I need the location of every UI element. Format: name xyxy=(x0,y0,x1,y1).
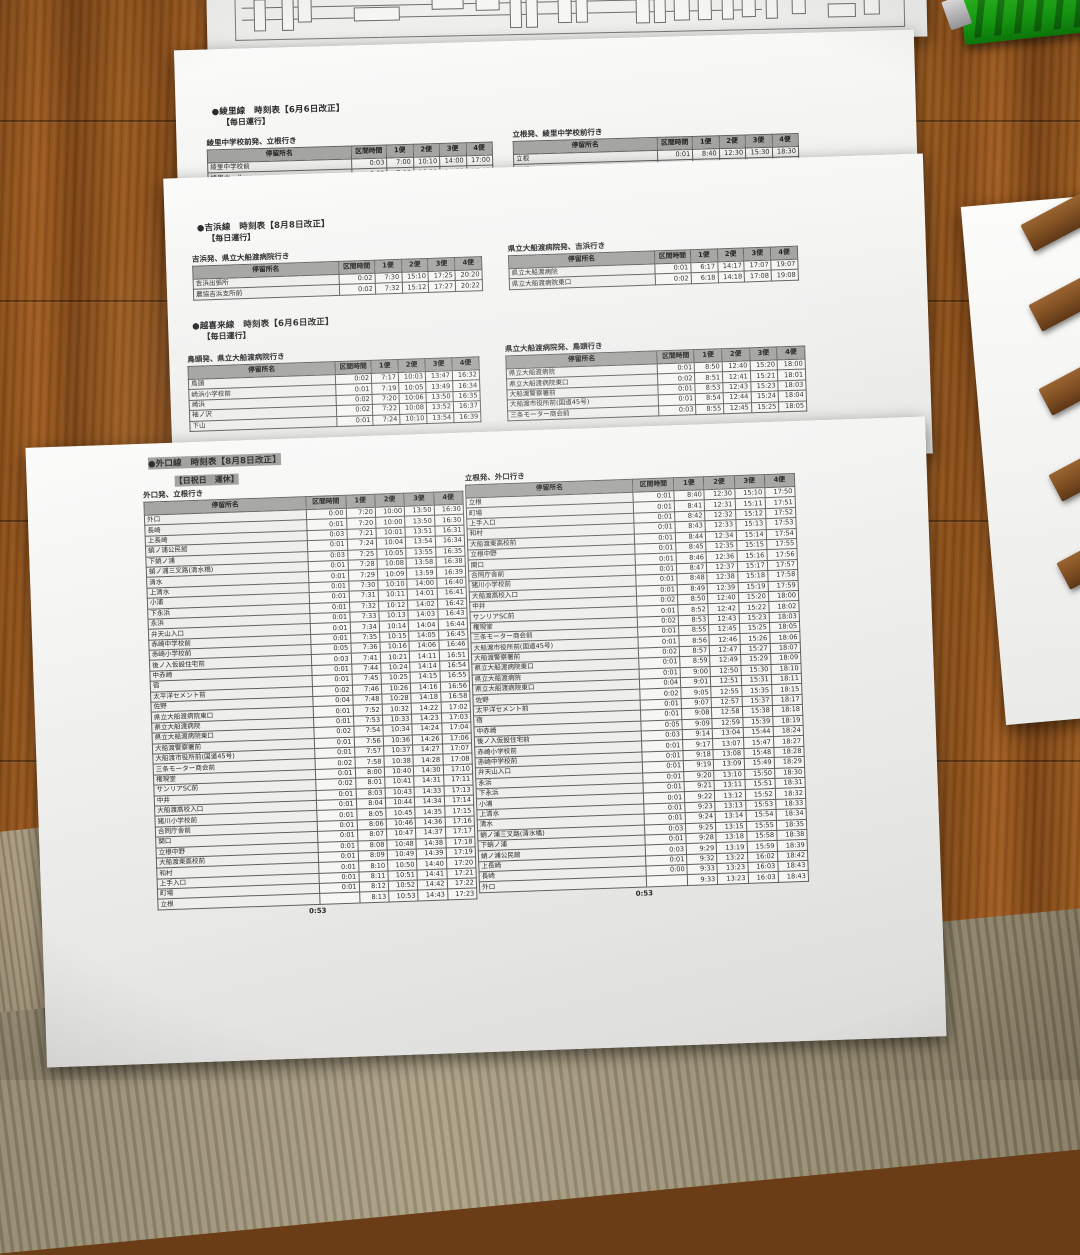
cell-time-trip-3: 14:00 xyxy=(439,155,467,167)
cell-time-trip-2: 10:53 xyxy=(388,890,419,902)
cell-time-trip-1: 8:40 xyxy=(692,148,720,160)
cell-time-trip-4: 20:22 xyxy=(455,280,483,292)
cell-time-trip-1: 9:33 xyxy=(687,873,718,886)
cell-interval: 0:01 xyxy=(336,414,374,427)
cell-time-trip-4: 18:05 xyxy=(778,400,807,412)
col-header-trip-1: 1便 xyxy=(673,476,705,491)
col-header-trip-1: 1便 xyxy=(371,359,399,374)
col-header-interval: 区間時間 xyxy=(656,349,695,364)
col-header-trip-2: 2便 xyxy=(721,347,750,362)
okirai-inbound-table: 停留所名 区間時間 1便 2便 3便 4便 県立大船渡病院 0:01 8:50 12:40 15:2… xyxy=(505,345,808,422)
col-header-trip-2: 2便 xyxy=(401,258,429,273)
cell-time-trip-3: 15:30 xyxy=(745,147,773,159)
col-header-trip-4: 4便 xyxy=(770,246,798,261)
col-header-trip-1: 1便 xyxy=(386,144,414,158)
col-header-trip-4: 4便 xyxy=(764,473,795,488)
col-header-interval: 区間時間 xyxy=(350,144,387,159)
col-header-trip-3: 3便 xyxy=(427,257,456,272)
col-header-trip-1: 1便 xyxy=(694,348,723,363)
cell-time-trip-2: 10:10 xyxy=(413,156,440,168)
sotoguchi-line-title: ●外口線 時刻表【8月8日改正】 xyxy=(147,452,282,470)
col-header-interval: 区間時間 xyxy=(656,136,693,151)
cell-time-trip-1: 8:55 xyxy=(695,403,724,415)
cell-time-trip-4: 17:00 xyxy=(466,155,493,167)
cell-interval: 0:02 xyxy=(655,273,692,285)
col-header-trip-3: 3便 xyxy=(749,346,778,361)
sotoguchi-line-subtitle: 【日祝日 運休】 xyxy=(174,473,239,487)
cell-time-trip-3: 13:54 xyxy=(426,412,454,424)
cell-time-trip-4: 19:08 xyxy=(771,269,799,281)
paper-sheet-sotoguchi: ●外口線 時刻表【8月8日改正】 【日祝日 運休】 外口発、立根行き 停留所名区… xyxy=(25,416,947,1068)
col-header-trip-3: 3便 xyxy=(404,492,434,507)
col-header-trip-2: 2便 xyxy=(703,475,735,490)
col-header-trip-1: 1便 xyxy=(692,135,720,150)
col-header-trip-3: 3便 xyxy=(424,357,453,372)
sotoguchi-inbound-table: 停留所名 区間時間 1便 2便 3便 4便 立根 0:01 8:40 12:30 15:10 17:5… xyxy=(465,473,810,894)
cell-interval xyxy=(319,892,360,905)
col-header-trip-2: 2便 xyxy=(374,493,405,508)
col-header-trip-2: 2便 xyxy=(716,247,745,262)
cell-time-trip-2: 12:30 xyxy=(719,147,746,160)
col-header-trip-4: 4便 xyxy=(465,142,493,156)
col-header-trip-1: 1便 xyxy=(345,494,376,509)
cell-time-trip-2: 15:12 xyxy=(401,281,430,294)
cell-time-trip-1: 7:32 xyxy=(375,282,403,294)
cell-time-trip-3: 16:03 xyxy=(747,871,779,884)
col-header-trip-2: 2便 xyxy=(718,134,746,149)
cell-time-trip-4: 18:30 xyxy=(771,146,799,158)
cell-time-trip-2: 13:23 xyxy=(717,872,749,885)
cell-time-trip-2: 14:18 xyxy=(717,271,745,283)
cell-time-trip-2: 10:10 xyxy=(399,413,428,425)
cell-time-trip-1: 7:00 xyxy=(386,157,414,169)
col-header-trip-3: 3便 xyxy=(439,142,467,157)
col-header-trip-4: 4便 xyxy=(771,133,799,148)
col-header-trip-4: 4便 xyxy=(433,491,464,506)
cell-interval: 0:02 xyxy=(339,283,376,296)
cell-time-trip-2: 12:45 xyxy=(723,402,752,414)
cell-time-trip-3: 17:08 xyxy=(744,270,772,282)
cell-time-trip-3: 17:27 xyxy=(428,280,456,293)
cell-time-trip-1: 7:24 xyxy=(372,414,401,426)
col-header-trip-4: 4便 xyxy=(776,346,806,360)
cell-time-trip-3: 14:43 xyxy=(417,889,448,901)
col-header-trip-3: 3便 xyxy=(733,474,765,489)
cell-time-trip-1: 8:13 xyxy=(359,891,389,903)
cell-interval xyxy=(646,875,688,887)
cell-time-trip-3: 15:25 xyxy=(751,401,780,413)
col-header-trip-4: 4便 xyxy=(454,256,482,271)
col-header-trip-1: 1便 xyxy=(690,248,718,263)
col-header-interval: 区間時間 xyxy=(654,249,691,264)
cell-time-trip-4: 16:39 xyxy=(453,411,481,423)
cell-time-trip-1: 6:18 xyxy=(691,272,719,284)
col-header-trip-2: 2便 xyxy=(412,143,440,158)
cell-time-trip-4: 18:43 xyxy=(777,870,809,883)
col-header-trip-2: 2便 xyxy=(397,358,426,373)
cell-interval: 0:03 xyxy=(658,404,697,416)
col-header-trip-4: 4便 xyxy=(451,356,480,371)
col-header-trip-1: 1便 xyxy=(374,259,402,274)
cell-time-trip-4: 17:23 xyxy=(447,888,477,900)
col-header-interval: 区間時間 xyxy=(338,260,375,275)
okirai-outbound-table: 停留所名 区間時間 1便 2便 3便 4便 鳥頭 0:02 7:17 10:03 13:47 16:3… xyxy=(187,356,482,432)
col-header-trip-3: 3便 xyxy=(743,247,771,261)
col-header-interval: 区間時間 xyxy=(334,360,372,375)
col-header-trip-3: 3便 xyxy=(745,134,772,148)
sotoguchi-outbound-table: 停留所名 区間時間 1便 2便 3便 4便 外口 0:00 7:20 10:00 13:50 16:3… xyxy=(143,490,478,911)
ryori-line-subtitle: 【毎日運行】 xyxy=(221,116,271,128)
